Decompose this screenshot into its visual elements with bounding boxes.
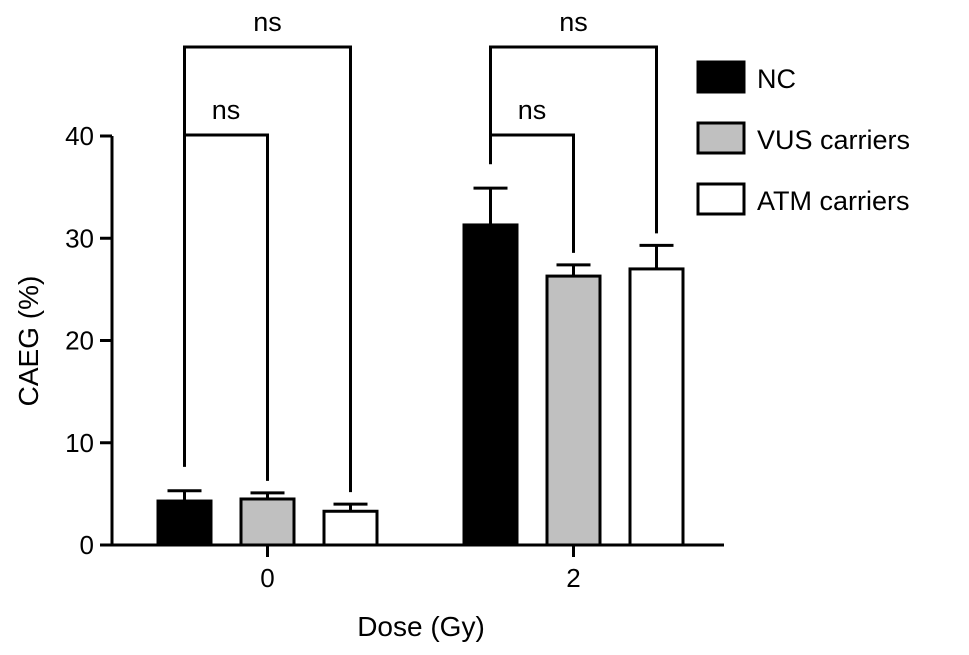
significance-label: ns xyxy=(212,95,241,125)
bar-nc-dose-0 xyxy=(156,499,213,547)
significance-bracket xyxy=(489,45,658,234)
bar-vus-carriers-dose-2 xyxy=(545,274,602,547)
x-tick-label: 2 xyxy=(566,563,580,593)
significance-bracket xyxy=(183,133,269,481)
x-tick-label: 0 xyxy=(260,563,274,593)
plot-area xyxy=(156,186,685,547)
y-tick-label: 20 xyxy=(65,326,94,356)
legend-swatch-atm-carriers xyxy=(696,182,746,216)
legend-label-atm-carriers: ATM carriers xyxy=(757,186,910,216)
bar-atm-carriers-dose-2 xyxy=(628,267,685,547)
y-axis-title: CAEG (%) xyxy=(13,276,44,407)
legend: NC VUS carriers ATM carriers xyxy=(696,60,910,216)
bar-vus-carriers-dose-0 xyxy=(239,497,296,547)
legend-label-vus-carriers: VUS carriers xyxy=(757,125,910,155)
x-axis-title: Dose (Gy) xyxy=(357,611,485,642)
legend-label-nc: NC xyxy=(757,64,796,94)
significance-label: ns xyxy=(518,95,547,125)
y-tick-label: 0 xyxy=(80,530,94,560)
significance-bracket xyxy=(183,45,352,493)
y-tick-label: 30 xyxy=(65,223,94,253)
significance-brackets: ns ns ns ns xyxy=(183,7,658,493)
y-tick-label: 40 xyxy=(65,121,94,151)
significance-label: ns xyxy=(253,7,282,37)
y-tick-label: 10 xyxy=(65,428,94,458)
bar-nc-dose-2 xyxy=(462,223,519,547)
legend-swatch-nc xyxy=(696,60,746,94)
bar-atm-carriers-dose-0 xyxy=(322,509,379,547)
y-axis: 0 10 20 30 40 xyxy=(65,121,114,560)
legend-swatch-vus-carriers xyxy=(696,121,746,155)
significance-label: ns xyxy=(559,7,588,37)
